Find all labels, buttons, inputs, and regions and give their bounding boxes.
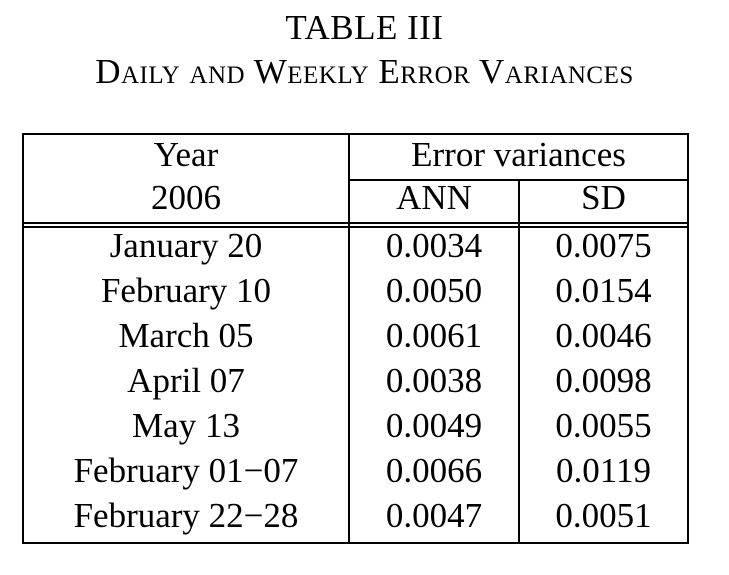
row-date: February 22−28 (73, 496, 299, 535)
header-2006: 2006 (151, 178, 221, 217)
row-date: February 10 (100, 271, 272, 310)
row-ann-value: 0.0049 (385, 406, 483, 445)
top-rule (22, 133, 689, 135)
row-sd-value: 0.0098 (555, 361, 652, 400)
row-date: March 05 (118, 316, 254, 355)
bottom-rule (22, 542, 689, 544)
right-border (687, 133, 689, 544)
header-rule-upper (22, 222, 689, 224)
row-ann-value: 0.0047 (385, 496, 483, 535)
header-sd: SD (581, 178, 626, 217)
column-divider-1 (348, 133, 350, 544)
row-sd-value: 0.0075 (555, 226, 652, 265)
row-date: January 20 (109, 226, 263, 265)
row-ann-value: 0.0061 (385, 316, 483, 355)
row-date: February 01−07 (73, 451, 299, 490)
row-sd-value: 0.0154 (555, 271, 652, 310)
left-border (22, 133, 24, 544)
table-title: Daily and Weekly Error Variances (95, 52, 634, 91)
error-variance-table: Year 2006 Error variances ANN SD January… (22, 133, 689, 544)
row-ann-value: 0.0038 (385, 361, 483, 400)
table-label: TABLE III (285, 8, 444, 47)
row-sd-value: 0.0055 (555, 406, 652, 445)
row-sd-value: 0.0046 (555, 316, 652, 355)
row-sd-value: 0.0051 (555, 496, 652, 535)
row-ann-value: 0.0050 (385, 271, 483, 310)
column-divider-2 (518, 179, 520, 544)
row-date: April 07 (127, 361, 245, 400)
header-rule-lower (22, 226, 689, 228)
header-ann: ANN (396, 178, 472, 217)
row-ann-value: 0.0066 (385, 451, 483, 490)
row-date: May 13 (132, 406, 240, 445)
header-error-variances: Error variances (411, 135, 626, 174)
row-sd-value: 0.0119 (556, 451, 651, 490)
row-ann-value: 0.0034 (385, 226, 483, 265)
header-year: Year (153, 135, 219, 174)
